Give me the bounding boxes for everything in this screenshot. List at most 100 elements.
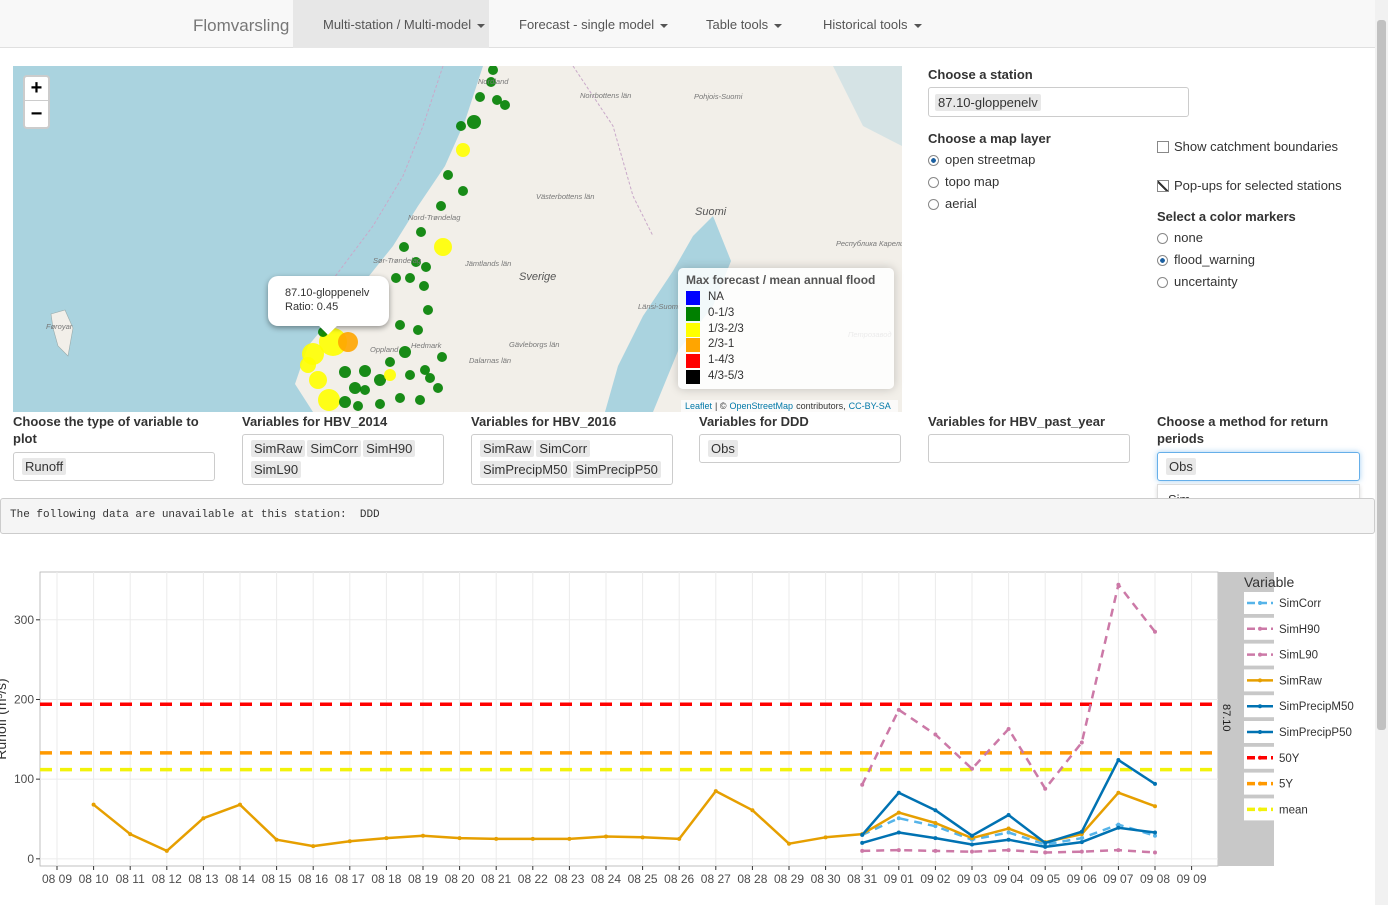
color-markers-label: Select a color markers <box>1157 209 1296 224</box>
station-marker <box>416 227 426 237</box>
menu-item[interactable]: Historical tools <box>793 0 926 48</box>
place-label: Suomi <box>695 206 727 218</box>
series-point <box>1006 726 1011 731</box>
series-point <box>1116 848 1121 853</box>
radio-label[interactable]: flood_warning <box>1174 252 1255 267</box>
zoom-out[interactable]: − <box>30 103 43 125</box>
menu-item[interactable]: Table tools <box>676 0 793 48</box>
legend-point <box>1258 601 1262 605</box>
x-tick-label: 09 08 <box>1140 872 1170 886</box>
radio[interactable] <box>928 177 939 188</box>
select-input[interactable] <box>928 434 1130 463</box>
series-point <box>457 836 462 841</box>
radio[interactable] <box>928 155 939 166</box>
x-tick-label: 08 31 <box>847 872 877 886</box>
menu-item[interactable]: Multi-station / Multi-model <box>293 0 489 48</box>
y-axis-label: Runoff (m³/s) <box>0 678 9 759</box>
x-tick-label: 08 11 <box>116 872 145 886</box>
legend-label: SimL90 <box>1279 650 1318 662</box>
series-point <box>933 808 938 813</box>
station-marker <box>395 393 405 403</box>
legend-label: 1/3-2/3 <box>708 322 744 335</box>
select-input[interactable]: Runoff <box>13 452 215 481</box>
legend-swatch <box>686 306 700 321</box>
select-input[interactable]: SimRaw SimCorr SimPrecipM50 SimPrecipP50 <box>471 434 673 485</box>
input-label: Variables for HBV_past_year <box>928 414 1106 429</box>
station-marker <box>415 395 425 405</box>
series-point <box>860 782 865 787</box>
series-point <box>1079 836 1084 841</box>
radio[interactable] <box>928 199 939 210</box>
series-point <box>1116 822 1121 827</box>
x-tick-label: 09 05 <box>1030 872 1060 886</box>
station-select[interactable]: 87.10-gloppenelv <box>928 87 1189 117</box>
radio-label[interactable]: aerial <box>945 196 977 211</box>
series-point <box>1153 781 1157 786</box>
legend-swatch <box>686 291 700 305</box>
series-point <box>896 810 901 815</box>
scrollbar-thumb[interactable] <box>1377 20 1386 730</box>
station-marker <box>300 357 316 373</box>
place-label: Føroyar <box>46 322 73 331</box>
checkbox-label[interactable]: Pop-ups for selected stations <box>1174 178 1342 193</box>
legend-label: mean <box>1279 804 1308 816</box>
select-input[interactable]: Obs <box>1157 452 1360 481</box>
station-marker <box>475 92 485 102</box>
menu-item[interactable]: Forecast - single model <box>489 0 676 48</box>
legend-label: NA <box>708 291 724 303</box>
zoom-in[interactable]: + <box>25 76 48 101</box>
station-marker <box>437 352 447 362</box>
select-input[interactable]: Obs <box>699 434 901 463</box>
x-tick-label: 08 09 <box>42 872 72 886</box>
checkbox[interactable] <box>1157 180 1169 192</box>
select-tag: SimRaw <box>251 440 306 457</box>
select-tag: SimPrecipP50 <box>572 461 661 478</box>
series-point <box>896 816 901 821</box>
lake <box>833 66 902 146</box>
station-marker <box>434 238 452 256</box>
station-marker <box>399 346 411 358</box>
attribution-link[interactable]: Leaflet <box>685 401 713 411</box>
radio-label[interactable]: topo map <box>945 174 1000 189</box>
station-marker <box>492 95 502 105</box>
attribution-link[interactable]: OpenStreetMap <box>729 401 794 411</box>
series-point <box>970 766 974 771</box>
series-point <box>1153 830 1157 835</box>
radio[interactable] <box>1157 255 1168 266</box>
select-tag: Obs <box>1166 458 1196 475</box>
x-tick-label: 08 10 <box>79 872 109 886</box>
radio-label[interactable]: open streetmap <box>945 152 1036 167</box>
gulf <box>605 216 731 412</box>
input-label: Choose the type of variable to plot <box>13 414 199 446</box>
station-marker <box>353 401 363 411</box>
panel <box>39 571 1219 867</box>
x-tick-label: 08 24 <box>591 872 621 886</box>
x-tick-label: 08 26 <box>664 872 694 886</box>
checkbox[interactable] <box>1157 141 1169 153</box>
series-point <box>201 816 206 821</box>
station-marker <box>399 242 409 252</box>
radio-label[interactable]: none <box>1174 230 1203 245</box>
radio[interactable] <box>1157 277 1168 288</box>
series-point <box>311 844 316 849</box>
y-tick-label: 300 <box>14 613 34 627</box>
x-tick-label: 09 07 <box>1103 872 1133 886</box>
radio-label[interactable]: uncertainty <box>1174 274 1238 289</box>
legend-swatch <box>686 370 700 384</box>
series-point <box>1153 804 1157 809</box>
select-input[interactable]: SimRaw SimCorr SimH90 SimL90 <box>242 434 444 485</box>
message-bar <box>0 498 1375 534</box>
radio[interactable] <box>1157 233 1168 244</box>
attribution: Leaflet | © OpenStreetMap contributors, CC-B… <box>681 400 898 412</box>
series-point <box>1153 833 1157 838</box>
legend-point <box>1258 678 1262 683</box>
x-tick-label: 09 04 <box>994 872 1024 886</box>
series-point <box>494 836 499 841</box>
place-label: Nord-Trøndelag <box>408 213 461 222</box>
series-point <box>347 839 352 844</box>
attribution-link[interactable]: CC-BY-SA <box>848 401 891 411</box>
checkbox-label[interactable]: Show catchment boundaries <box>1174 139 1339 154</box>
place-label: Västerbottens län <box>536 192 594 201</box>
series-point <box>1079 840 1084 845</box>
